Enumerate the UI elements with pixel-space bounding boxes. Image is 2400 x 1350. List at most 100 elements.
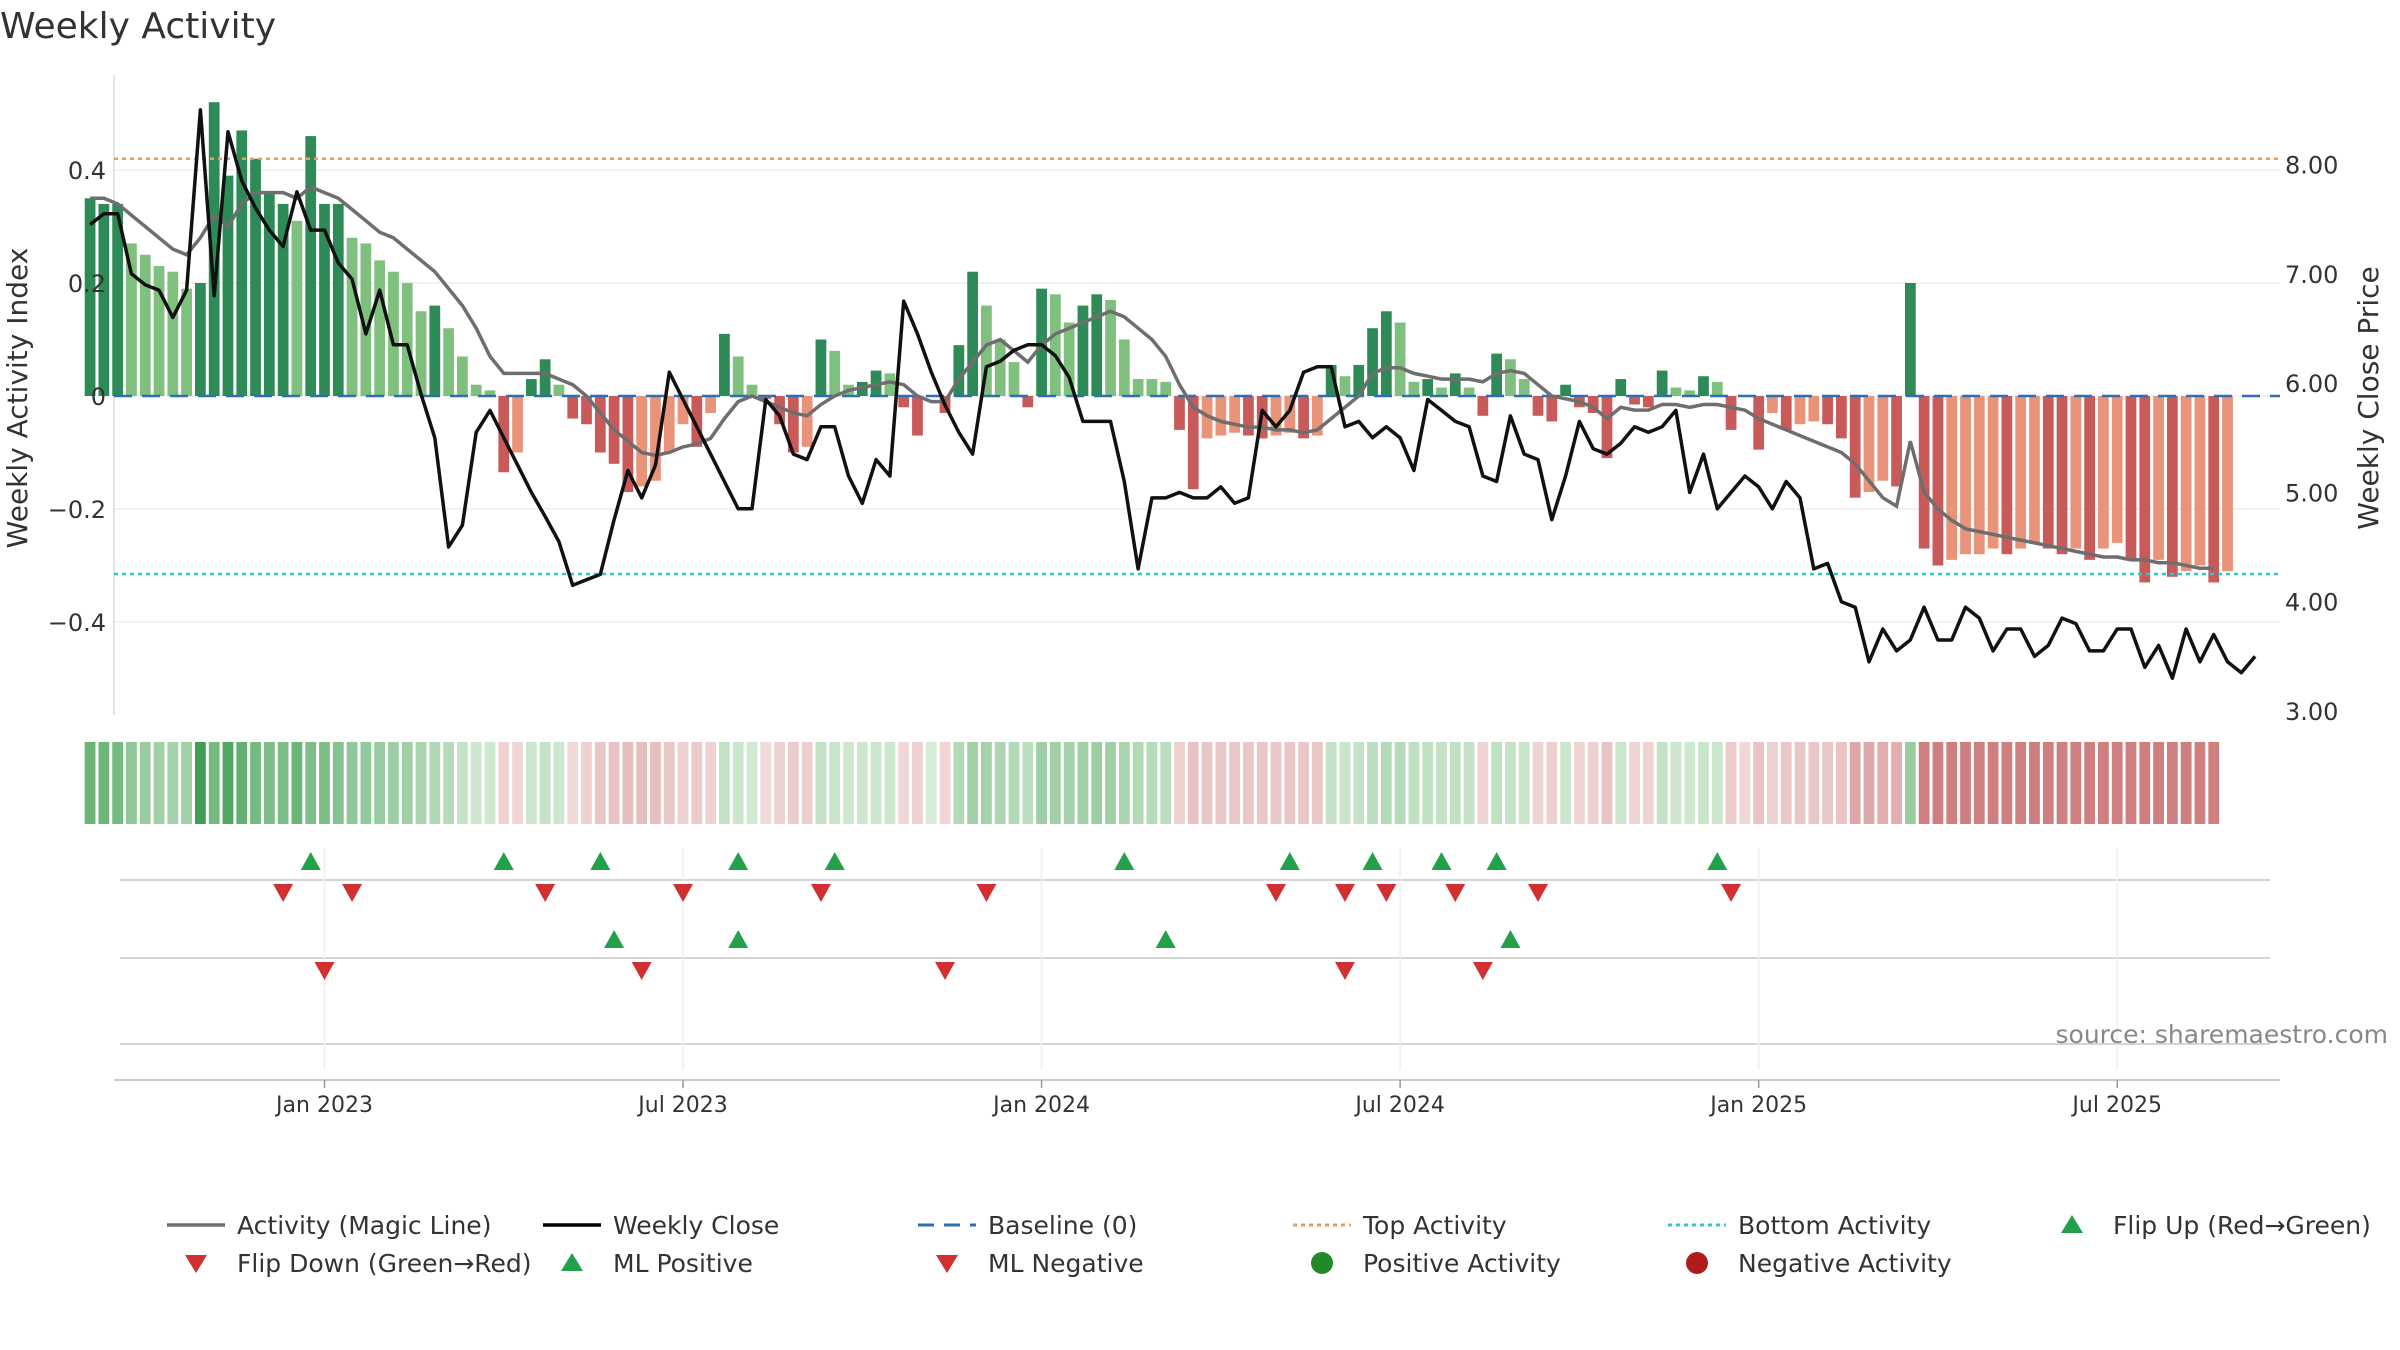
heat-cell xyxy=(1849,742,1861,824)
heat-cell xyxy=(953,742,965,824)
legend-label: Negative Activity xyxy=(1738,1249,1952,1278)
heat-cell xyxy=(1353,742,1365,824)
legend-swatch-down xyxy=(185,1255,207,1273)
activity-bar xyxy=(1725,396,1737,430)
activity-bar xyxy=(1891,396,1902,487)
activity-bars xyxy=(84,102,2233,583)
heat-cell xyxy=(870,742,882,824)
activity-bar xyxy=(2139,396,2151,583)
activity-bar xyxy=(2194,396,2206,566)
activity-bar xyxy=(1767,396,1778,413)
flip-up-marker xyxy=(1279,852,1300,870)
activity-bar xyxy=(801,396,813,447)
heat-cell xyxy=(277,742,289,824)
flip-up-marker xyxy=(728,852,749,870)
heat-cell xyxy=(1987,742,1999,824)
heat-cell xyxy=(1215,742,1227,824)
heat-cell xyxy=(1325,742,1337,824)
activity-bar xyxy=(1822,396,1833,425)
activity-bar xyxy=(2042,396,2054,549)
right-tick-label: 4.00 xyxy=(2285,589,2338,617)
x-tick-label: Jan 2025 xyxy=(1708,1093,1807,1118)
heat-cell xyxy=(1256,742,1268,824)
heat-cell xyxy=(1904,742,1916,824)
heat-cell xyxy=(1339,742,1351,824)
heat-cell xyxy=(1725,742,1737,824)
activity-bar xyxy=(1394,322,1406,396)
heat-cell xyxy=(608,742,620,824)
right-tick-label: 8.00 xyxy=(2285,152,2338,180)
ml-negative-marker xyxy=(1334,962,1355,980)
flip-down-marker xyxy=(342,884,363,902)
flip-down-marker xyxy=(1445,884,1466,902)
flip-down-marker xyxy=(1376,884,1397,902)
heat-cell xyxy=(1656,742,1668,824)
heat-cell xyxy=(1422,742,1434,824)
heat-cell xyxy=(2015,742,2027,824)
flip-down-marker xyxy=(673,884,694,902)
activity-bar xyxy=(1601,396,1613,459)
heat-cell xyxy=(1573,742,1585,824)
heat-cell xyxy=(2070,742,2082,824)
activity-bar xyxy=(1946,396,1958,560)
right-tick-label: 3.00 xyxy=(2285,698,2338,726)
activity-bar xyxy=(1284,396,1296,433)
legend-swatch-down xyxy=(936,1255,958,1273)
flip-up-marker xyxy=(824,852,845,870)
ml-negative-marker xyxy=(631,962,652,980)
activity-bar xyxy=(429,305,441,396)
activity-bar xyxy=(553,384,565,396)
activity-bar xyxy=(388,271,399,396)
heat-cell xyxy=(650,742,661,824)
flip-down-marker xyxy=(273,884,294,902)
activity-bar xyxy=(457,356,468,396)
heat-cell xyxy=(1532,742,1544,824)
heat-cell xyxy=(1836,742,1847,824)
activity-bar xyxy=(1063,322,1075,396)
heat-cell xyxy=(856,742,868,824)
heat-cell xyxy=(470,742,482,824)
heat-cell xyxy=(981,742,992,824)
activity-bar xyxy=(760,396,772,399)
legend-item: Bottom Activity xyxy=(1668,1211,1931,1240)
activity-bar xyxy=(1794,396,1806,425)
activity-bar xyxy=(1518,379,1530,396)
activity-bar xyxy=(443,328,454,396)
x-tick-label: Jan 2023 xyxy=(274,1093,373,1118)
activity-bar xyxy=(319,203,330,396)
heat-cell xyxy=(843,742,854,824)
heat-cell xyxy=(1877,742,1889,824)
heat-cell xyxy=(525,742,537,824)
activity-bar xyxy=(139,254,151,396)
activity-bar xyxy=(2222,396,2233,572)
x-tick-label: Jul 2025 xyxy=(2070,1093,2162,1118)
ml-negative-marker xyxy=(935,962,956,980)
series-lines xyxy=(89,108,2257,680)
source-note: source: sharemaestro.com xyxy=(2056,1020,2389,1049)
heat-cell xyxy=(815,742,827,824)
activity-bar xyxy=(1036,288,1047,396)
activity-bar xyxy=(2015,396,2027,549)
heat-cell xyxy=(1063,742,1075,824)
activity-bar xyxy=(1532,396,1544,416)
heat-cell xyxy=(1077,742,1089,824)
heat-cell xyxy=(1105,742,1116,824)
legend-swatch-dot xyxy=(1311,1252,1333,1274)
activity-bar xyxy=(1849,396,1861,498)
ml-negative-marker xyxy=(314,962,335,980)
activity-bar xyxy=(1629,396,1640,405)
heat-cell xyxy=(1132,742,1144,824)
heat-cell xyxy=(1187,742,1199,824)
heat-cell xyxy=(774,742,785,824)
activity-bar xyxy=(705,396,716,413)
flip-up-marker xyxy=(493,852,514,870)
heat-cell xyxy=(181,742,192,824)
legend-label: Bottom Activity xyxy=(1738,1211,1931,1240)
heat-cell xyxy=(1615,742,1627,824)
heat-cell xyxy=(1394,742,1406,824)
heat-cell xyxy=(498,742,510,824)
heat-cell xyxy=(1629,742,1640,824)
activity-bar xyxy=(787,396,799,453)
activity-bar xyxy=(2125,396,2137,560)
legend-label: Activity (Magic Line) xyxy=(237,1211,491,1240)
